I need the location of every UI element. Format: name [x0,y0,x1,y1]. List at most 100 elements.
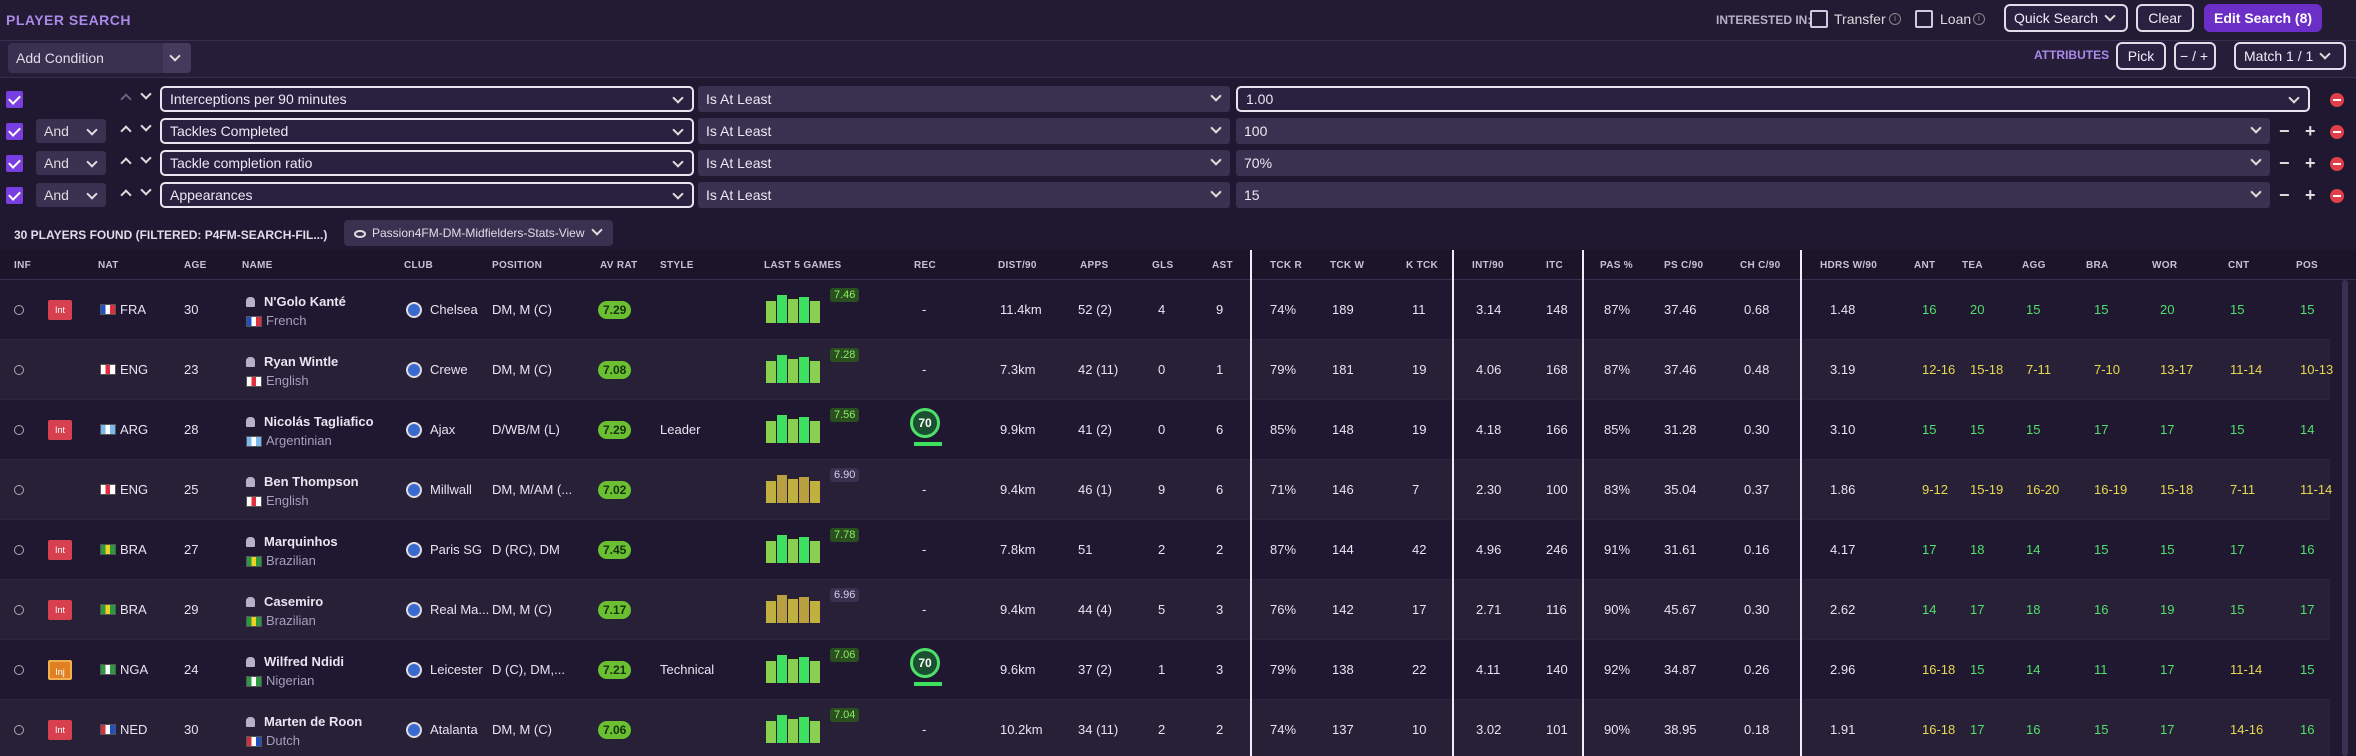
remove-filter-icon[interactable] [2330,125,2344,139]
club-cell[interactable]: Real Ma... [430,602,490,617]
filter-operator-select[interactable]: Is At Least [698,118,1230,144]
info-icon[interactable]: i [1973,13,1985,25]
club-cell[interactable]: Leicester [430,662,483,677]
club-cell[interactable]: Atalanta [430,722,478,737]
club-cell[interactable]: Paris SG [430,542,483,557]
club-cell[interactable]: Millwall [430,482,472,497]
stepper[interactable]: − / + [2174,42,2216,70]
filter-operator-select[interactable]: Is At Least [698,150,1230,176]
pick-button[interactable]: Pick [2116,42,2166,70]
shortlist-icon[interactable] [14,545,24,555]
table-row[interactable]: Int BRA 27 Marquinhos Brazilian Paris SG D (RC… [0,520,2330,580]
column-header-age[interactable]: AGE [184,260,207,271]
add-condition-dropdown[interactable]: Add Condition [8,43,191,73]
shortlist-icon[interactable] [14,485,24,495]
column-header-ps-c-90[interactable]: PS C/90 [1664,260,1704,271]
shortlist-icon[interactable] [14,605,24,615]
filter-field-select[interactable]: Appearances [160,182,694,208]
decrement-button[interactable]: − [2279,153,2290,173]
move-up-icon[interactable] [120,93,132,105]
column-header-cnt[interactable]: CNT [2228,260,2250,271]
table-row[interactable]: Int FRA 30 N'Golo Kanté French Chelsea DM, M (… [0,280,2330,340]
move-up-icon[interactable] [120,125,132,137]
filter-value-select[interactable]: 15 [1236,182,2270,208]
decrement-button[interactable]: − [2279,121,2290,141]
move-down-icon[interactable] [140,152,152,164]
column-header-int-90[interactable]: INT/90 [1472,260,1504,271]
column-header-style[interactable]: STYLE [660,260,694,271]
table-row[interactable]: Int BRA 29 Casemiro Brazilian Real Ma... DM, M… [0,580,2330,640]
minus-button[interactable]: − [2180,48,2189,64]
table-row[interactable]: Inj NGA 24 Wilfred Ndidi Nigerian Leicester D … [0,640,2330,700]
filter-checkbox[interactable] [6,155,23,172]
player-name[interactable]: Marquinhos [264,534,338,549]
move-down-icon[interactable] [140,184,152,196]
column-header-pos[interactable]: POS [2296,260,2319,271]
column-header-name[interactable]: NAME [242,260,273,271]
table-row[interactable]: ENG 23 Ryan Wintle English Crewe DM, M (C) 7.0… [0,340,2333,400]
shortlist-icon[interactable] [14,365,24,375]
move-down-icon[interactable] [140,120,152,132]
remove-filter-icon[interactable] [2330,93,2344,107]
move-down-icon[interactable] [140,88,152,100]
column-header-bra[interactable]: BRA [2086,260,2109,271]
column-header-tck-w[interactable]: TCK W [1330,260,1365,271]
filter-checkbox[interactable] [6,187,23,204]
loan-checkbox[interactable] [1915,10,1933,28]
column-header-position[interactable]: POSITION [492,260,543,271]
column-header-tck-r[interactable]: TCK R [1270,260,1303,271]
remove-filter-icon[interactable] [2330,189,2344,203]
player-name[interactable]: Nicolás Tagliafico [264,414,374,429]
edit-search-button[interactable]: Edit Search (8) [2204,4,2323,32]
filter-operator-select[interactable]: Is At Least [698,182,1230,208]
increment-button[interactable]: + [2305,185,2316,205]
joiner-select[interactable]: And [36,151,106,175]
filter-operator-select[interactable]: Is At Least [698,86,1230,112]
shortlist-icon[interactable] [14,725,24,735]
info-icon[interactable]: i [1889,13,1901,25]
table-row[interactable]: ENG 25 Ben Thompson English Millwall DM, M/AM… [0,460,2332,520]
column-header-pas-[interactable]: PAS % [1600,260,1633,271]
move-up-icon[interactable] [120,189,132,201]
club-cell[interactable]: Ajax [430,422,456,437]
filter-field-select[interactable]: Tackles Completed [160,118,694,144]
move-up-icon[interactable] [120,157,132,169]
filter-field-select[interactable]: Tackle completion ratio [160,150,694,176]
decrement-button[interactable]: − [2279,185,2290,205]
player-name[interactable]: Ryan Wintle [264,354,339,369]
joiner-select[interactable]: And [36,183,106,207]
match-dropdown[interactable]: Match 1 / 1 [2234,42,2346,70]
column-header-ast[interactable]: AST [1212,260,1233,271]
shortlist-icon[interactable] [14,665,24,675]
column-header-apps[interactable]: APPS [1080,260,1109,271]
shortlist-icon[interactable] [14,305,24,315]
column-header-gls[interactable]: GLS [1152,260,1174,271]
transfer-checkbox[interactable] [1810,10,1828,28]
column-header-dist-90[interactable]: DIST/90 [998,260,1037,271]
column-header-ch-c-90[interactable]: CH C/90 [1740,260,1781,271]
column-header-wor[interactable]: WOR [2152,260,2178,271]
filter-value-select[interactable]: 1.00 [1236,86,2310,112]
column-header-tea[interactable]: TEA [1962,260,1983,271]
view-selector[interactable]: Passion4FM-DM-Midfielders-Stats-View [344,220,613,246]
table-row[interactable]: Int NED 30 Marten de Roon Dutch Atalanta DM, M… [0,700,2330,756]
column-header-k-tck[interactable]: K TCK [1406,260,1439,271]
column-header-nat[interactable]: NAT [98,260,119,271]
clear-button[interactable]: Clear [2136,4,2194,32]
joiner-select[interactable]: And [36,119,106,143]
player-name[interactable]: N'Golo Kanté [264,294,346,309]
filter-value-select[interactable]: 100 [1236,118,2270,144]
column-header-hdrs-w-90[interactable]: HDRS W/90 [1820,260,1878,271]
player-name[interactable]: Marten de Roon [264,714,363,729]
scrollbar[interactable] [2342,280,2348,756]
shortlist-icon[interactable] [14,425,24,435]
column-header-club[interactable]: CLUB [404,260,433,271]
table-row[interactable]: Int ARG 28 Nicolás Tagliafico Argentinian Aja… [0,400,2330,460]
filter-checkbox[interactable] [6,123,23,140]
column-header-rec[interactable]: REC [914,260,937,271]
column-header-agg[interactable]: AGG [2022,260,2046,271]
column-header-ant[interactable]: ANT [1914,260,1936,271]
increment-button[interactable]: + [2305,153,2316,173]
increment-button[interactable]: + [2305,121,2316,141]
player-name[interactable]: Wilfred Ndidi [264,654,345,669]
